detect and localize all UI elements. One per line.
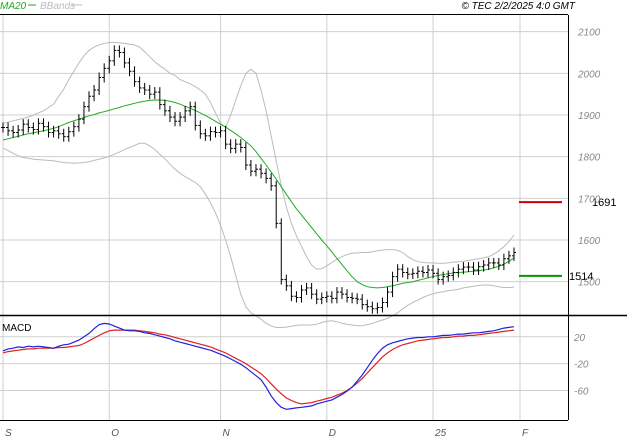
- price-tick-label: 2000: [577, 69, 601, 80]
- panel-frames: [0, 14, 627, 421]
- macd-title: MACD: [2, 323, 31, 334]
- x-tick-label: S: [5, 428, 12, 439]
- macd-line: [2, 322, 515, 410]
- price-tick-label: 1900: [578, 111, 601, 122]
- timestamp: © TEC 2/2/2025 4:0 GMT: [461, 1, 575, 12]
- x-tick-label: O: [111, 428, 119, 439]
- macd-tick-label: -60: [574, 386, 589, 397]
- macd-layer: [2, 322, 515, 410]
- level-label: 1514: [569, 271, 593, 283]
- bollinger-bands: [2, 42, 515, 328]
- price-tick-label: 1800: [578, 153, 601, 164]
- legend-bbands: BBands: [40, 1, 75, 12]
- price-tick-label: 1700: [578, 194, 601, 205]
- bb-upper-line: [2, 42, 515, 270]
- macd-tick-label: 20: [573, 333, 586, 344]
- price-levels: 1691 1514: [519, 197, 616, 283]
- ma20-layer: [2, 99, 515, 289]
- x-tick-label: D: [329, 428, 336, 439]
- grid: [0, 15, 568, 420]
- ma20-line: [2, 99, 515, 289]
- macd-tick-label: -20: [574, 360, 589, 371]
- price-tick-label: 2100: [577, 28, 601, 39]
- macd-signal-line: [2, 329, 515, 405]
- axis-labels: 2100 2000 1900 1800 1700 1600 1500 20 -20 -60 S O N D…: [5, 28, 601, 439]
- x-tick-label: F: [522, 428, 529, 439]
- price-bars: [1, 45, 516, 314]
- price-tick-label: 1600: [578, 236, 601, 247]
- x-tick-label: 25: [434, 428, 447, 439]
- bb-lower-line: [2, 142, 515, 328]
- price-tick-label: 1500: [578, 278, 601, 289]
- level-label: 1691: [592, 197, 616, 209]
- legend-ma20: MA20: [0, 1, 27, 12]
- x-tick-label: N: [223, 428, 231, 439]
